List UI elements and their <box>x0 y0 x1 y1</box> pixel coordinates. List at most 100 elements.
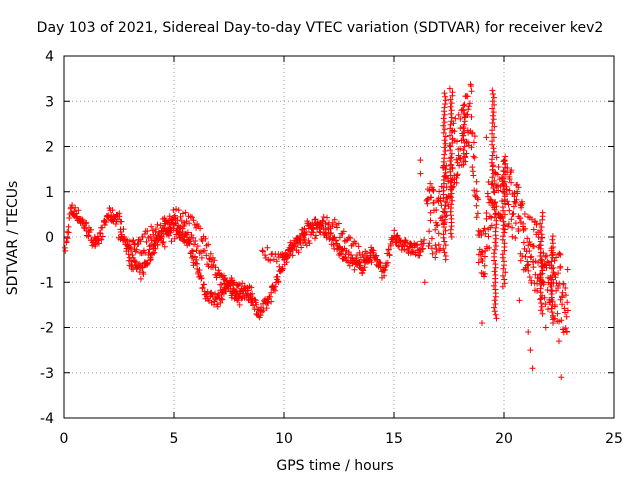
data-point <box>441 126 448 133</box>
data-point <box>525 261 532 268</box>
data-point <box>350 241 356 248</box>
data-point <box>442 166 449 173</box>
data-point <box>539 292 546 299</box>
data-point <box>440 129 447 136</box>
data-point <box>167 229 174 236</box>
data-point <box>501 186 508 192</box>
data-point <box>485 179 492 185</box>
data-point <box>506 207 513 214</box>
y-tick-label: 0 <box>45 230 54 246</box>
data-point <box>421 279 428 286</box>
data-point <box>500 167 507 174</box>
data-point <box>492 239 499 246</box>
data-point <box>454 171 461 178</box>
data-point <box>556 338 562 345</box>
data-point <box>214 301 221 308</box>
data-point <box>153 226 159 232</box>
data-point <box>82 220 89 227</box>
data-point <box>489 163 496 170</box>
data-point <box>426 228 433 235</box>
data-point <box>539 278 545 285</box>
data-point <box>190 217 197 224</box>
data-point <box>205 263 212 270</box>
data-point <box>385 246 392 253</box>
data-point <box>318 224 325 231</box>
data-point <box>447 132 453 139</box>
data-point <box>334 224 340 231</box>
data-point <box>179 210 186 217</box>
data-point <box>64 228 71 235</box>
data-point <box>419 246 426 253</box>
data-point <box>549 251 556 258</box>
data-point <box>198 275 205 282</box>
data-point <box>514 190 521 197</box>
data-point <box>468 88 475 95</box>
data-point <box>191 241 197 248</box>
data-point <box>98 236 105 243</box>
data-point <box>558 317 565 324</box>
data-point <box>435 241 442 248</box>
data-point <box>464 93 471 100</box>
data-point <box>524 235 531 242</box>
data-point <box>117 229 124 235</box>
data-point <box>441 238 448 245</box>
data-point <box>448 100 455 107</box>
data-point <box>426 240 433 247</box>
data-point <box>190 234 197 241</box>
data-point <box>493 210 499 217</box>
data-point <box>146 243 153 250</box>
data-point <box>442 227 449 234</box>
data-point <box>201 247 208 254</box>
y-tick-label: -3 <box>40 366 54 382</box>
data-point <box>499 215 506 221</box>
data-point <box>391 227 398 234</box>
data-point <box>508 179 515 186</box>
data-point <box>186 220 193 227</box>
data-point <box>491 250 497 257</box>
data-point <box>185 237 192 244</box>
data-point <box>329 219 336 226</box>
y-tick-label: 3 <box>45 94 54 110</box>
data-point <box>495 187 502 194</box>
data-point <box>192 238 199 244</box>
data-point <box>473 202 480 209</box>
data-point <box>78 216 85 223</box>
data-point <box>154 241 161 248</box>
data-point <box>313 232 319 239</box>
data-point <box>537 285 544 292</box>
data-point <box>501 276 508 283</box>
data-point <box>550 269 557 276</box>
data-point <box>435 230 442 237</box>
data-point <box>471 133 478 140</box>
y-tick-label: -1 <box>40 275 54 291</box>
data-point <box>333 237 340 244</box>
data-point <box>529 365 536 372</box>
data-point <box>430 187 437 194</box>
data-point <box>245 287 252 294</box>
data-point <box>440 220 447 227</box>
data-point <box>362 248 369 255</box>
data-point <box>540 250 547 257</box>
data-point <box>500 175 507 182</box>
data-point <box>448 107 455 114</box>
data-point <box>417 170 424 177</box>
data-point <box>122 241 129 248</box>
data-point <box>491 308 498 315</box>
data-point <box>196 267 203 273</box>
data-point <box>490 282 497 289</box>
data-point <box>486 213 493 220</box>
data-point <box>520 220 527 227</box>
data-point <box>137 275 144 282</box>
data-point <box>126 243 133 250</box>
data-point <box>505 201 512 208</box>
data-point <box>537 227 544 234</box>
data-point <box>510 203 517 210</box>
data-point <box>159 239 166 246</box>
data-point <box>238 295 245 302</box>
data-point <box>267 257 274 264</box>
data-point <box>534 287 541 294</box>
data-point <box>512 235 519 241</box>
data-point <box>164 219 171 226</box>
data-point <box>203 252 210 259</box>
data-point <box>515 184 522 191</box>
